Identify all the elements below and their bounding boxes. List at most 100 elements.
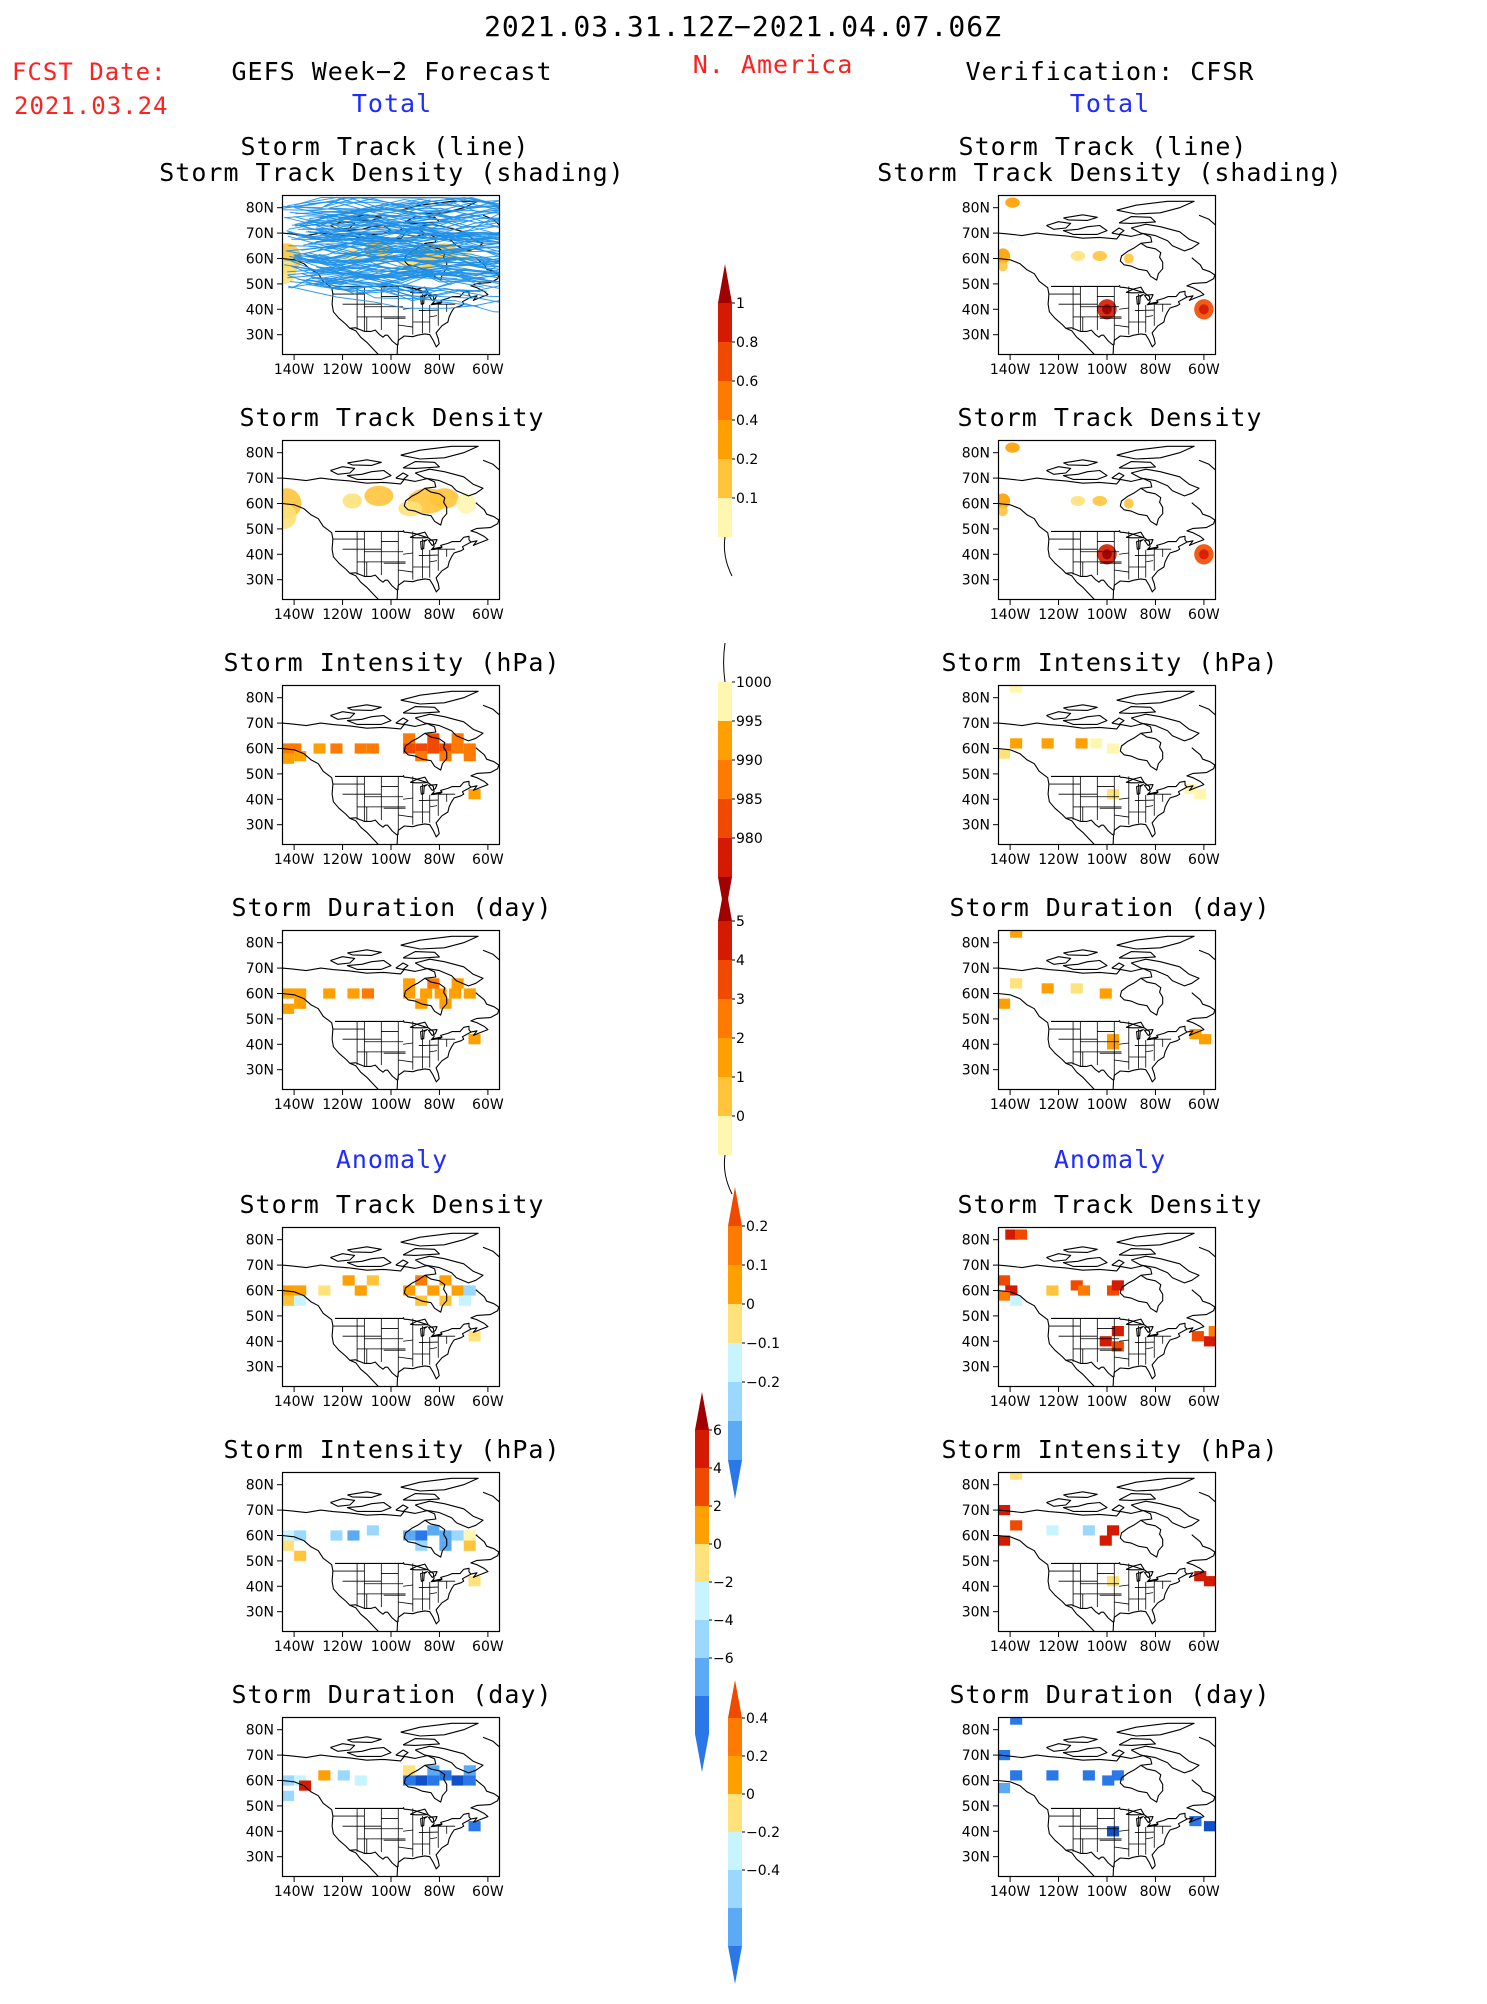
lon-tick-label: 100W [371, 1097, 412, 1113]
map-panel-track-line-verification: 80N 70N 60N 50N 40N 30N 140W 120W 100W 80W 60W [962, 194, 1220, 378]
lon-tick-label: 120W [322, 362, 363, 378]
lat-tick-label: 30N [962, 1360, 990, 1376]
map-panel-intensity-forecast: 80N 70N 60N 50N 40N 30N 140W 120W 100W 80W 60W [246, 684, 504, 868]
region-title: N. America [692, 50, 854, 79]
lat-tick-label: 80N [962, 936, 990, 952]
colorbar-label: −0.1 [746, 1336, 780, 1352]
lon-tick-label: 80W [1140, 607, 1172, 623]
lon-tick-label: 80W [1140, 362, 1172, 378]
lat-tick-label: 70N [246, 1258, 274, 1274]
lat-tick-label: 70N [962, 961, 990, 977]
lon-tick-label: 140W [274, 852, 315, 868]
colorbar-label: 0.6 [736, 374, 758, 390]
total-label-verification: Total [1069, 89, 1151, 118]
anomaly-label-verification: Anomaly [1053, 1145, 1167, 1174]
lat-tick-label: 60N [962, 986, 990, 1002]
lat-tick-label: 40N [962, 792, 990, 808]
lon-tick-label: 140W [274, 1639, 315, 1655]
lon-tick-label: 80W [424, 852, 456, 868]
lon-tick-label: 80W [424, 1097, 456, 1113]
lon-tick-label: 120W [1038, 607, 1079, 623]
lon-tick-label: 140W [274, 1394, 315, 1410]
lon-tick-label: 140W [990, 1097, 1031, 1113]
lon-tick-label: 80W [1140, 1639, 1172, 1655]
lat-tick-label: 80N [962, 1723, 990, 1739]
panel-title-duration-forecast: Storm Duration (day) [231, 893, 553, 922]
panel-title-track-line-verification: Storm Track (line) [958, 132, 1248, 161]
colorbar-label: 0.1 [736, 491, 758, 507]
colorbar-label: 985 [736, 792, 763, 808]
lon-tick-label: 100W [371, 1884, 412, 1900]
panel-title-duration-verification: Storm Duration (day) [949, 893, 1271, 922]
lat-tick-label: 70N [246, 716, 274, 732]
lon-tick-label: 100W [371, 1394, 412, 1410]
colorbar-label: 0.1 [746, 1258, 768, 1274]
map-panel-duration-forecast: 80N 70N 60N 50N 40N 30N 140W 120W 100W 80W 60W [246, 929, 504, 1113]
lon-tick-label: 100W [1087, 1884, 1128, 1900]
lon-tick-label: 100W [1087, 1394, 1128, 1410]
lat-tick-label: 80N [962, 201, 990, 217]
map-panel-intensity-anom-verification: 80N 70N 60N 50N 40N 30N 140W 120W 100W 80W 60W [962, 1471, 1220, 1655]
lat-tick-label: 30N [962, 1063, 990, 1079]
colorbar-duration-total: 5 4 3 2 1 0 [718, 882, 745, 1195]
colorbar-density-anom: 0.2 0.1 0 −0.1 −0.2 [728, 1187, 780, 1499]
lat-tick-label: 60N [962, 1528, 990, 1544]
panel-title-duration-anom-verification: Storm Duration (day) [949, 1680, 1271, 1709]
lat-tick-label: 40N [246, 1037, 274, 1053]
lon-tick-label: 120W [1038, 1639, 1079, 1655]
lat-tick-label: 70N [962, 716, 990, 732]
panel-title-track-shading-forecast: Storm Track Density (shading) [159, 158, 625, 187]
colorbar-label: 2 [736, 1031, 745, 1047]
lat-tick-label: 50N [962, 767, 990, 783]
lat-tick-label: 50N [246, 522, 274, 538]
lon-tick-label: 60W [472, 852, 504, 868]
lon-tick-label: 80W [424, 1884, 456, 1900]
lon-tick-label: 120W [1038, 852, 1079, 868]
lat-tick-label: 80N [246, 446, 274, 462]
fcst-date-value: 2021.03.24 [14, 92, 169, 120]
lon-tick-label: 80W [1140, 1097, 1172, 1113]
lon-tick-label: 60W [472, 1097, 504, 1113]
colorbar-label: 0.4 [746, 1711, 768, 1727]
lon-tick-label: 100W [371, 1639, 412, 1655]
colorbar-label: −2 [713, 1575, 734, 1591]
lat-tick-label: 40N [246, 1824, 274, 1840]
map-panel-intensity-verification: 80N 70N 60N 50N 40N 30N 140W 120W 100W 80W 60W [962, 684, 1220, 868]
colorbar-label: −6 [713, 1651, 734, 1667]
lat-tick-label: 50N [962, 1012, 990, 1028]
lon-tick-label: 120W [1038, 1097, 1079, 1113]
map-panel-track-line-forecast: 80N 70N 60N 50N 40N 30N 140W 120W 100W 80W 60W [246, 194, 504, 378]
colorbar-label: 995 [736, 714, 763, 730]
lat-tick-label: 30N [962, 1605, 990, 1621]
lat-tick-label: 70N [962, 1503, 990, 1519]
lat-tick-label: 30N [962, 818, 990, 834]
lat-tick-label: 40N [962, 1579, 990, 1595]
lat-tick-label: 30N [246, 1850, 274, 1866]
panel-title-duration-anom-forecast: Storm Duration (day) [231, 1680, 553, 1709]
lon-tick-label: 140W [274, 362, 315, 378]
lat-tick-label: 30N [246, 1360, 274, 1376]
lon-tick-label: 140W [990, 852, 1031, 868]
lat-tick-label: 60N [962, 1773, 990, 1789]
lat-tick-label: 60N [962, 1283, 990, 1299]
lat-tick-label: 30N [962, 1850, 990, 1866]
lat-tick-label: 60N [246, 986, 274, 1002]
panel-title-intensity-anom-verification: Storm Intensity (hPa) [941, 1435, 1279, 1464]
map-panel-density-forecast: 80N 70N 60N 50N 40N 30N 140W 120W 100W 80W 60W [246, 439, 504, 623]
lon-tick-label: 60W [1188, 1394, 1220, 1410]
lon-tick-label: 100W [1087, 1639, 1128, 1655]
colorbar-label: 2 [713, 1499, 722, 1515]
lon-tick-label: 80W [1140, 852, 1172, 868]
lon-tick-label: 120W [322, 607, 363, 623]
lon-tick-label: 100W [1087, 607, 1128, 623]
lon-tick-label: 60W [472, 1639, 504, 1655]
panel-title-track-line-forecast: Storm Track (line) [240, 132, 530, 161]
lat-tick-label: 30N [246, 1605, 274, 1621]
lon-tick-label: 60W [1188, 852, 1220, 868]
map-panel-duration-anom-forecast: 80N 70N 60N 50N 40N 30N 140W 120W 100W 80W 60W [246, 1716, 504, 1900]
lat-tick-label: 80N [962, 1233, 990, 1249]
lat-tick-label: 50N [962, 1799, 990, 1815]
colorbar-label: 5 [736, 914, 745, 930]
panel-title-intensity-anom-forecast: Storm Intensity (hPa) [223, 1435, 561, 1464]
lat-tick-label: 30N [246, 818, 274, 834]
